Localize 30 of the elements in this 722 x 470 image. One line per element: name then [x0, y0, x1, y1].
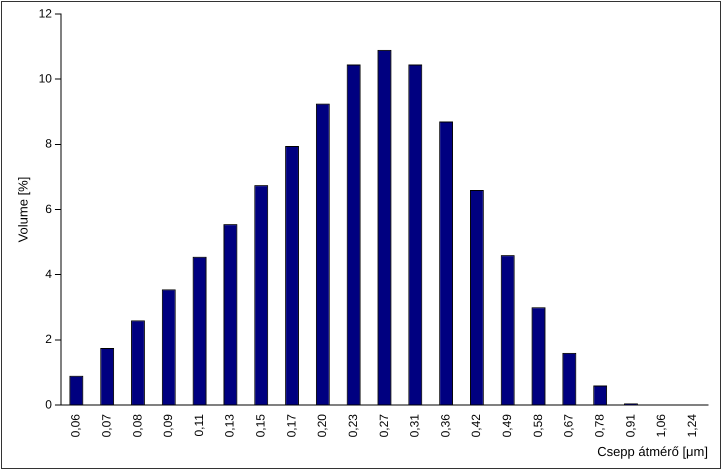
x-tick-label: 0,13 [222, 414, 237, 438]
x-tick-label: 1,24 [684, 414, 699, 438]
x-tick-label: 0,27 [376, 414, 391, 438]
x-tick-label: 0,07 [99, 414, 114, 438]
x-tick-label: 0,15 [254, 414, 268, 438]
y-tick-label: 6 [45, 202, 52, 216]
x-tick-label: 0,08 [130, 414, 144, 438]
x-tick-label: 0,06 [68, 414, 83, 438]
y-tick-label: 0 [45, 397, 52, 412]
x-tick-label: 0,49 [500, 414, 514, 438]
y-tick-label: 10 [38, 71, 52, 86]
x-tick-label: 0,20 [315, 414, 330, 438]
x-tick-label: 0,58 [530, 414, 545, 438]
x-tick-label: 0,31 [408, 414, 422, 438]
y-tick-label: 8 [45, 136, 52, 151]
x-tick-label: 0,23 [346, 414, 360, 438]
x-tick-label: 0,09 [161, 414, 176, 438]
x-tick-label: 0,67 [562, 414, 576, 438]
y-tick-label: 4 [45, 267, 52, 282]
x-axis-title: Csepp átmérő [μm] [597, 444, 708, 459]
x-tick-label: 0,36 [438, 414, 452, 438]
x-tick-label: 1,06 [654, 414, 668, 438]
x-tick-label: 0,42 [469, 414, 484, 438]
x-tick-label: 0,91 [623, 414, 638, 438]
y-tick-label: 12 [38, 6, 52, 20]
y-tick-label: 2 [45, 332, 52, 346]
y-axis-title: Volume [%] [15, 176, 30, 242]
x-tick-label: 0,78 [592, 414, 606, 438]
x-tick-label: 0,11 [192, 414, 206, 437]
x-tick-label: 0,17 [284, 414, 298, 438]
